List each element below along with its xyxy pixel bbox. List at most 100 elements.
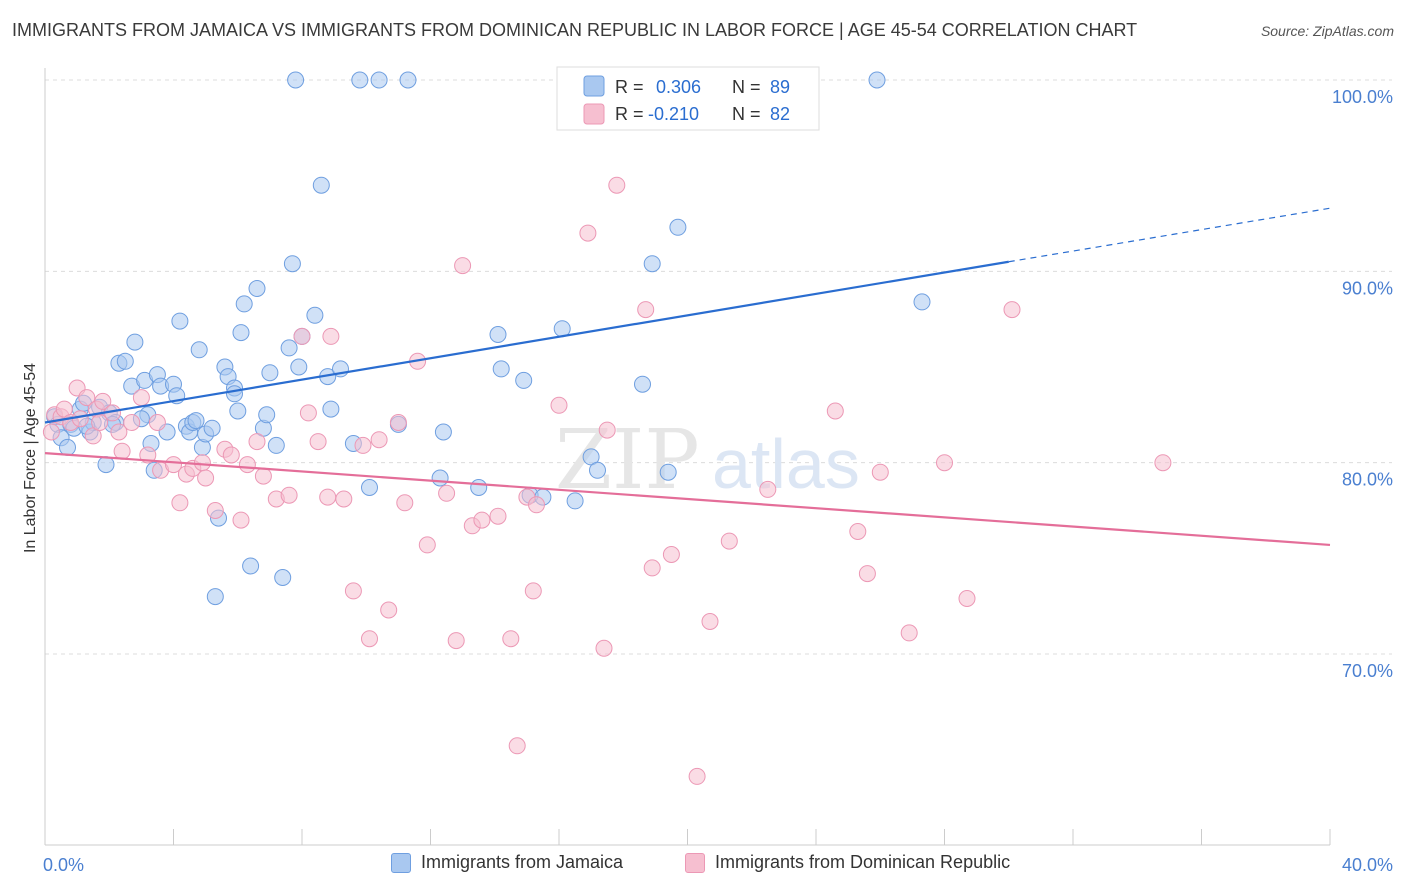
data-point-dominican bbox=[528, 496, 545, 514]
bottom-legend-swatch-jamaica bbox=[391, 852, 411, 873]
data-point-dominican bbox=[447, 632, 465, 650]
data-point-dominican bbox=[502, 630, 520, 648]
y-tick-label: 80.0% bbox=[1342, 470, 1393, 490]
legend-n-value-dominican: 82 bbox=[770, 104, 790, 124]
x-tick-label-max: 40.0% bbox=[1342, 855, 1393, 875]
data-point-jamaica bbox=[229, 402, 247, 420]
data-point-dominican bbox=[171, 494, 189, 512]
data-point-dominican bbox=[322, 327, 340, 345]
data-point-jamaica bbox=[434, 423, 452, 441]
data-point-dominican bbox=[454, 257, 472, 275]
data-point-dominican bbox=[396, 494, 414, 512]
trend-line-jamaica bbox=[44, 260, 1009, 424]
trend-line-dominican bbox=[44, 451, 1331, 547]
data-point-dominican bbox=[193, 454, 211, 472]
legend-n-value-jamaica: 89 bbox=[770, 77, 790, 97]
data-point-dominican bbox=[720, 532, 738, 550]
data-points bbox=[42, 71, 1172, 785]
watermark: ZIP atlas bbox=[555, 413, 860, 508]
data-point-jamaica bbox=[489, 326, 507, 343]
data-point-dominican bbox=[113, 442, 131, 460]
y-tick-label: 90.0% bbox=[1342, 278, 1393, 298]
data-point-dominican bbox=[206, 502, 224, 519]
data-point-dominican bbox=[389, 414, 407, 431]
data-point-dominican bbox=[662, 546, 680, 563]
legend-n-label-dominican: N = bbox=[732, 104, 761, 124]
data-point-dominican bbox=[508, 737, 526, 755]
data-point-jamaica bbox=[187, 412, 205, 430]
data-point-dominican bbox=[232, 511, 250, 529]
bottom-legend-label-dominican: Immigrants from Dominican Republic bbox=[715, 852, 1011, 872]
data-point-dominican bbox=[197, 469, 215, 487]
data-point-dominican bbox=[598, 421, 616, 439]
chart-title: IMMIGRANTS FROM JAMAICA VS IMMIGRANTS FR… bbox=[12, 20, 1138, 40]
data-point-dominican bbox=[608, 176, 626, 194]
data-point-jamaica bbox=[322, 400, 340, 418]
data-point-dominican bbox=[319, 488, 337, 506]
data-point-jamaica bbox=[283, 255, 301, 273]
data-point-dominican bbox=[139, 446, 157, 464]
data-point-jamaica bbox=[659, 463, 677, 481]
correlation-legend: R = 0.306 N = 89 R = -0.210 N = 82 bbox=[556, 66, 820, 131]
data-point-jamaica bbox=[248, 280, 266, 297]
data-point-dominican bbox=[309, 433, 327, 451]
data-point-jamaica bbox=[431, 469, 449, 487]
data-point-dominican bbox=[418, 536, 436, 554]
data-point-jamaica bbox=[261, 364, 279, 382]
data-point-jamaica bbox=[470, 479, 488, 496]
data-point-dominican bbox=[473, 511, 491, 529]
data-point-dominican bbox=[701, 613, 719, 630]
data-point-jamaica bbox=[287, 71, 305, 89]
data-point-jamaica bbox=[171, 312, 189, 330]
data-point-dominican bbox=[550, 396, 568, 414]
data-point-jamaica bbox=[290, 358, 308, 376]
x-tick-label-min: 0.0% bbox=[43, 855, 84, 875]
data-point-jamaica bbox=[235, 295, 253, 313]
data-point-dominican bbox=[643, 559, 661, 577]
bottom-legend-dominican: Immigrants from Dominican Republic bbox=[685, 852, 1010, 873]
data-point-jamaica bbox=[126, 333, 144, 351]
data-point-dominican bbox=[958, 590, 976, 607]
data-point-dominican bbox=[299, 404, 317, 422]
data-point-jamaica bbox=[312, 176, 330, 194]
data-point-jamaica bbox=[306, 306, 324, 324]
data-point-dominican bbox=[858, 565, 876, 583]
data-point-jamaica bbox=[267, 436, 285, 454]
data-point-dominican bbox=[344, 582, 362, 600]
data-point-dominican bbox=[222, 446, 240, 464]
data-point-jamaica bbox=[361, 479, 378, 496]
data-point-dominican bbox=[936, 454, 953, 472]
trend-line-extension-jamaica bbox=[1008, 207, 1331, 263]
legend-r-label-jamaica: R = bbox=[615, 77, 644, 97]
data-point-jamaica bbox=[669, 218, 687, 236]
chart-source: Source: ZipAtlas.com bbox=[1260, 23, 1394, 39]
legend-r-value-dominican: -0.210 bbox=[648, 104, 699, 124]
data-point-dominican bbox=[91, 414, 109, 431]
data-point-dominican bbox=[280, 486, 298, 504]
data-point-dominican bbox=[361, 630, 378, 648]
data-point-dominican bbox=[42, 423, 60, 441]
data-point-dominican bbox=[595, 639, 613, 657]
data-point-dominican bbox=[849, 523, 867, 540]
watermark-atlas: atlas bbox=[712, 425, 860, 503]
data-point-jamaica bbox=[566, 492, 584, 510]
data-point-dominican bbox=[370, 431, 388, 449]
data-point-jamaica bbox=[351, 71, 369, 89]
data-point-dominican bbox=[78, 389, 96, 407]
axes: 100.0% 90.0% 80.0% 70.0% 0.0% 40.0% bbox=[43, 68, 1393, 875]
data-point-dominican bbox=[524, 582, 542, 600]
data-point-dominican bbox=[293, 327, 311, 345]
data-point-jamaica bbox=[515, 371, 533, 389]
bottom-legend-jamaica: Immigrants from Jamaica bbox=[391, 852, 623, 873]
data-point-jamaica bbox=[116, 352, 134, 370]
data-point-dominican bbox=[1154, 454, 1172, 472]
legend-swatch-jamaica bbox=[583, 75, 605, 97]
data-point-jamaica bbox=[868, 71, 886, 89]
data-point-jamaica bbox=[206, 588, 224, 606]
data-point-jamaica bbox=[274, 569, 292, 586]
legend-n-label-jamaica: N = bbox=[732, 77, 761, 97]
data-point-jamaica bbox=[634, 375, 651, 393]
data-point-dominican bbox=[165, 456, 182, 474]
y-tick-label: 70.0% bbox=[1342, 661, 1393, 681]
legend-r-label-dominican: R = bbox=[615, 104, 644, 124]
